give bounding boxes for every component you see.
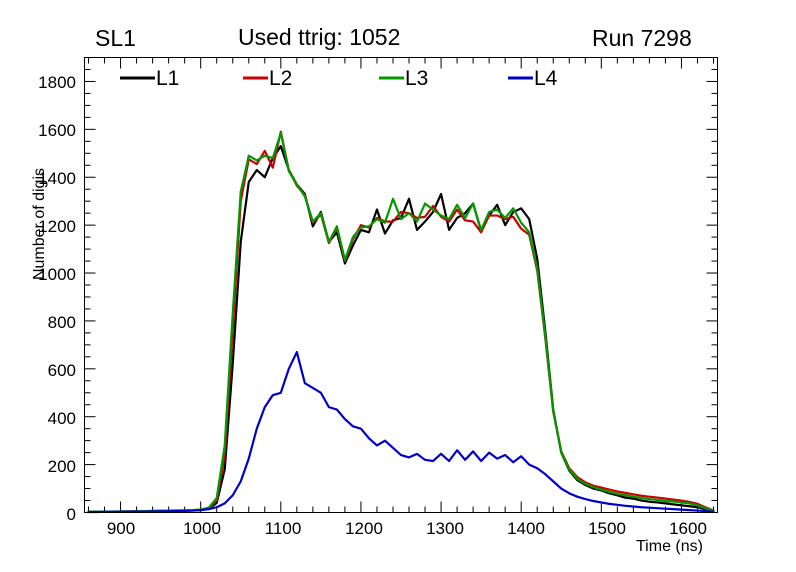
plot-title: Used ttrig: 1052 [238,24,401,50]
plot-frame [84,57,718,513]
axis-ticks [84,57,718,513]
data-curves [87,130,715,514]
x-tick-label-1600: 1600 [669,519,707,538]
y-tick-label-600: 600 [47,361,76,380]
x-tick-label-1300: 1300 [426,519,464,538]
x-tick-label-1200: 1200 [345,519,383,538]
y-tick-label-1800: 1800 [38,73,76,92]
y-tick-label-1600: 1600 [38,121,76,140]
x-tick-label-1500: 1500 [588,519,626,538]
y-tick-label-1200: 1200 [38,217,76,236]
y-tick-label-1400: 1400 [38,169,76,188]
run-number-title: Run 7298 [592,25,692,51]
x-tick-label-900: 900 [106,519,136,538]
y-tick-label-0: 0 [66,505,76,524]
y-tick-label-200: 200 [47,457,76,476]
superlayer-title: SL1 [95,25,136,51]
x-tick-label-1000: 1000 [183,519,221,538]
y-tick-label-800: 800 [47,313,76,332]
x-tick-label-1100: 1100 [264,519,302,538]
y-tick-label-1000: 1000 [38,265,76,284]
x-tick-label-1400: 1400 [507,519,545,538]
x-axis-title: Time (ns) [636,538,703,555]
y-tick-label-400: 400 [47,409,76,428]
curve-L4 [87,350,715,514]
